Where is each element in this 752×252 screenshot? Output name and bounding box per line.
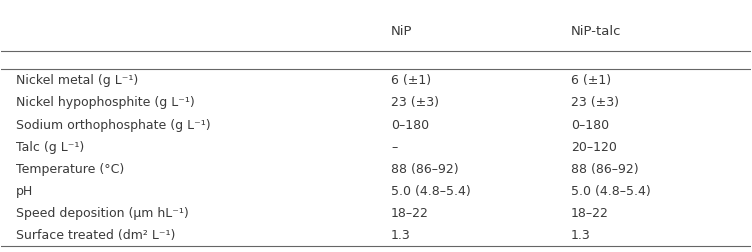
Text: 6 (±1): 6 (±1)	[391, 74, 431, 87]
Text: 20–120: 20–120	[571, 141, 617, 154]
Text: Surface treated (dm² L⁻¹): Surface treated (dm² L⁻¹)	[17, 229, 176, 242]
Text: Talc (g L⁻¹): Talc (g L⁻¹)	[17, 141, 85, 154]
Text: Temperature (°C): Temperature (°C)	[17, 163, 125, 176]
Text: 18–22: 18–22	[571, 207, 608, 220]
Text: Speed deposition (μm hL⁻¹): Speed deposition (μm hL⁻¹)	[17, 207, 189, 220]
Text: 23 (±3): 23 (±3)	[571, 97, 619, 109]
Text: 1.3: 1.3	[571, 229, 590, 242]
Text: NiP-talc: NiP-talc	[571, 25, 621, 38]
Text: 0–180: 0–180	[391, 119, 429, 132]
Text: 88 (86–92): 88 (86–92)	[571, 163, 638, 176]
Text: 1.3: 1.3	[391, 229, 411, 242]
Text: Nickel metal (g L⁻¹): Nickel metal (g L⁻¹)	[17, 74, 138, 87]
Text: 6 (±1): 6 (±1)	[571, 74, 611, 87]
Text: 5.0 (4.8–5.4): 5.0 (4.8–5.4)	[571, 185, 650, 198]
Text: 18–22: 18–22	[391, 207, 429, 220]
Text: 5.0 (4.8–5.4): 5.0 (4.8–5.4)	[391, 185, 471, 198]
Text: 23 (±3): 23 (±3)	[391, 97, 439, 109]
Text: –: –	[391, 141, 397, 154]
Text: 88 (86–92): 88 (86–92)	[391, 163, 459, 176]
Text: pH: pH	[17, 185, 34, 198]
Text: 0–180: 0–180	[571, 119, 609, 132]
Text: NiP: NiP	[391, 25, 413, 38]
Text: Sodium orthophosphate (g L⁻¹): Sodium orthophosphate (g L⁻¹)	[17, 119, 211, 132]
Text: Nickel hypophosphite (g L⁻¹): Nickel hypophosphite (g L⁻¹)	[17, 97, 195, 109]
